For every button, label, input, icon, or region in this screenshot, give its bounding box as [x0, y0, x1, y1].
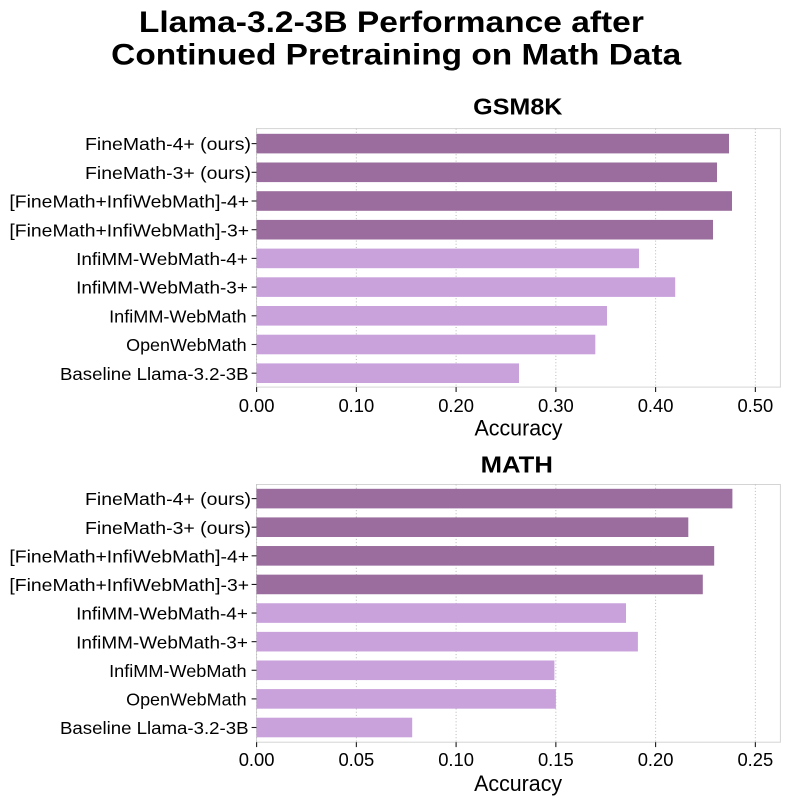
svg-text:0.10: 0.10 [338, 395, 374, 416]
svg-text:InfiMM-WebMath-3+: InfiMM-WebMath-3+ [76, 278, 248, 298]
svg-text:0.20: 0.20 [638, 749, 674, 770]
svg-text:[FineMath+InfiWebMath]-3+: [FineMath+InfiWebMath]-3+ [9, 575, 249, 595]
svg-text:0.40: 0.40 [638, 395, 674, 416]
svg-text:0.20: 0.20 [438, 395, 474, 416]
svg-text:FineMath-4+ (ours): FineMath-4+ (ours) [85, 489, 251, 509]
svg-text:FineMath-3+ (ours): FineMath-3+ (ours) [85, 518, 251, 538]
svg-text:Llama-3.2-3B Performance after: Llama-3.2-3B Performance after [139, 6, 644, 39]
svg-text:Continued Pretraining on Math: Continued Pretraining on Math Data [111, 38, 682, 71]
svg-text:[FineMath+InfiWebMath]-4+: [FineMath+InfiWebMath]-4+ [9, 546, 249, 566]
svg-text:InfiMM-WebMath: InfiMM-WebMath [109, 661, 247, 681]
svg-text:0.15: 0.15 [538, 749, 574, 770]
svg-text:InfiMM-WebMath-3+: InfiMM-WebMath-3+ [76, 632, 248, 652]
svg-text:FineMath-4+ (ours): FineMath-4+ (ours) [85, 134, 251, 154]
svg-text:Baseline Llama-3.2-3B: Baseline Llama-3.2-3B [60, 364, 249, 384]
svg-text:InfiMM-WebMath-4+: InfiMM-WebMath-4+ [76, 249, 248, 269]
svg-text:InfiMM-WebMath: InfiMM-WebMath [109, 306, 247, 326]
svg-text:InfiMM-WebMath-4+: InfiMM-WebMath-4+ [76, 604, 248, 624]
svg-text:0.50: 0.50 [737, 395, 773, 416]
svg-text:OpenWebMath: OpenWebMath [126, 335, 247, 355]
svg-text:OpenWebMath: OpenWebMath [126, 689, 247, 709]
svg-text:0.30: 0.30 [538, 395, 574, 416]
svg-text:MATH: MATH [481, 452, 553, 478]
svg-text:Accuracy: Accuracy [474, 771, 563, 796]
svg-text:0.25: 0.25 [737, 749, 773, 770]
svg-text:0.05: 0.05 [338, 749, 374, 770]
svg-text:[FineMath+InfiWebMath]-4+: [FineMath+InfiWebMath]-4+ [9, 192, 249, 212]
svg-text:FineMath-3+ (ours): FineMath-3+ (ours) [85, 163, 251, 183]
svg-text:0.00: 0.00 [239, 749, 275, 770]
svg-text:Accuracy: Accuracy [475, 415, 564, 440]
svg-text:0.10: 0.10 [438, 749, 474, 770]
svg-text:0.00: 0.00 [239, 395, 275, 416]
svg-text:Baseline Llama-3.2-3B: Baseline Llama-3.2-3B [60, 718, 249, 738]
svg-text:GSM8K: GSM8K [473, 94, 562, 120]
svg-text:[FineMath+InfiWebMath]-3+: [FineMath+InfiWebMath]-3+ [9, 220, 249, 240]
